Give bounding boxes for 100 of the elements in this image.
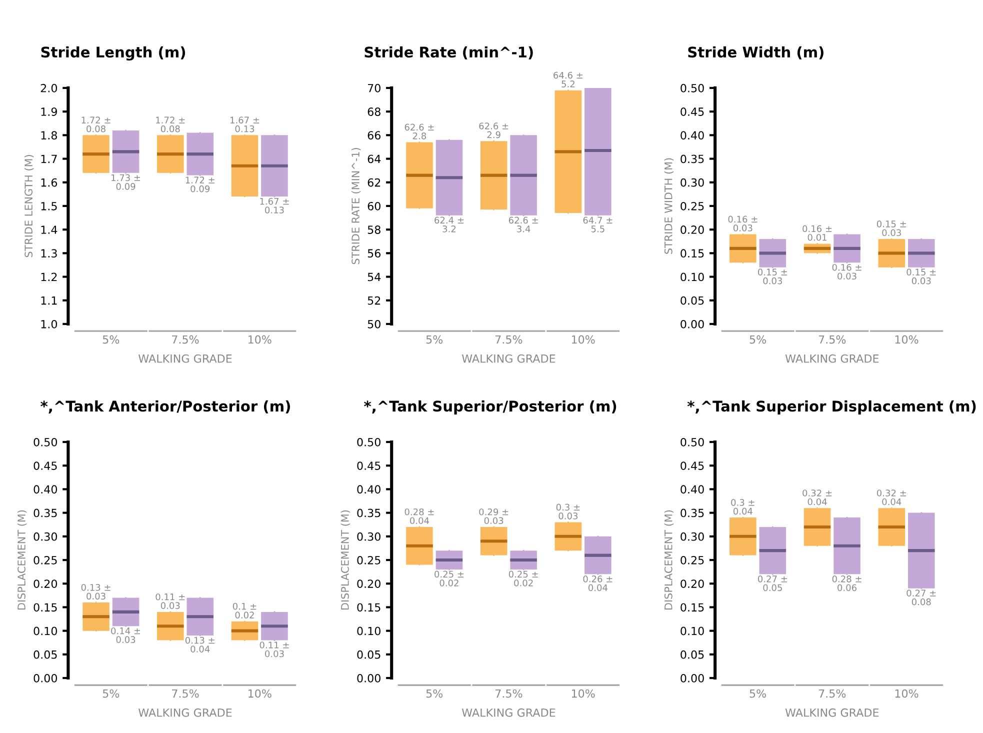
y-tick-label: 56 [368, 249, 380, 258]
text: 0.15 ± 0.03 [758, 268, 787, 284]
text: 0.25 ± 0.02 [434, 570, 464, 586]
y-axis-title: STRIDE WIDTH (M) [664, 158, 674, 254]
y-tick-label: 0.05 [34, 650, 57, 659]
y-tick-label: 0.05 [680, 296, 704, 305]
text: 62.6 ± 2.9 [479, 122, 508, 138]
text: 1.72 ± 0.08 [82, 116, 110, 132]
y-axis-title: DISPLACEMENT (M) [17, 510, 27, 610]
x-tick-label: 7.5% [172, 689, 199, 698]
y-tick-label: 0.35 [34, 508, 57, 518]
text: 0.13 ± 0.04 [185, 636, 214, 652]
y-tick-label: 0.35 [680, 154, 704, 164]
x-tick-label: 7.5% [496, 689, 522, 698]
text: 0.28 ± 0.06 [832, 576, 862, 592]
text: 0.14 ± 0.03 [111, 627, 140, 644]
text: 1.72 ± 0.09 [186, 176, 214, 192]
y-tick-label: 0.25 [357, 556, 380, 564]
x-tick-label: 5% [102, 689, 120, 698]
y-tick-label: 0.30 [680, 532, 704, 541]
y-tick-label: 64 [368, 154, 381, 164]
y-tick-label: 0.20 [680, 226, 704, 234]
x-axis-title: WALKING GRADE [462, 708, 556, 717]
x-tick-label: 7.5% [818, 689, 846, 698]
text: 62.4 ± 3.2 [434, 216, 464, 232]
y-tick-label: 0.10 [357, 626, 380, 636]
text: 0.15 ± 0.03 [906, 268, 936, 284]
y-tick-label: 0.20 [680, 580, 704, 588]
y-tick-label: 0.15 [357, 603, 380, 612]
y-tick-label: 0.25 [680, 556, 704, 564]
y-tick-label: 0.10 [680, 272, 704, 282]
x-axis-title: WALKING GRADE [138, 354, 232, 363]
chart-title: Stride Width (m) [688, 46, 824, 60]
text: 62.6 ± 2.8 [404, 124, 434, 140]
text: 0.1 ± 0.02 [232, 602, 256, 618]
text: 0.16 ± 0.01 [802, 225, 832, 241]
y-tick-label: 2.0 [40, 84, 58, 92]
y-tick-label: 0.10 [34, 626, 58, 636]
y-tick-label: 0.35 [357, 508, 380, 518]
y-tick-label: 58 [368, 226, 380, 234]
x-tick-label: 7.5% [496, 335, 522, 344]
y-tick-label: 0.40 [34, 485, 58, 494]
y-tick-label: 1.9 [41, 108, 57, 116]
text: 0.32 ± 0.04 [876, 490, 906, 506]
x-axis-title: WALKING GRADE [138, 708, 232, 717]
text: 0.15 ± 0.03 [876, 220, 906, 236]
x-tick-label: 10% [248, 689, 272, 698]
text: 1.67 ± 0.13 [260, 198, 289, 214]
y-tick-label: 0.00 [357, 674, 380, 682]
y-tick-label: 0.50 [680, 438, 704, 446]
x-axis-title: WALKING GRADE [785, 708, 879, 717]
x-tick-label: 5% [102, 335, 120, 344]
text: 0.27 ± 0.08 [906, 590, 936, 606]
x-tick-label: 7.5% [172, 335, 199, 344]
text: 0.3 ± 0.04 [731, 499, 754, 515]
x-tick-label: 5% [750, 335, 766, 344]
chart-title: *,^Tank Superior Displacement (m) [687, 400, 976, 414]
x-tick-label: 7.5% [818, 335, 846, 344]
y-tick-label: 0.05 [680, 650, 704, 659]
x-tick-label: 10% [248, 335, 272, 344]
y-tick-label: 1.1 [41, 296, 57, 305]
text: 1.72 ± 0.08 [156, 116, 185, 132]
chart-title: *,^Tank Superior/Posterior (m) [364, 400, 616, 414]
y-tick-label: 0.20 [34, 580, 58, 588]
text: 0.16 ± 0.03 [832, 264, 862, 280]
x-tick-label: 10% [572, 335, 595, 344]
y-axis-title: STRIDE RATE (MIN^-1) [351, 148, 361, 264]
y-tick-label: 0.40 [680, 485, 704, 494]
y-tick-label: 0.50 [357, 438, 380, 446]
y-tick-label: 0.45 [357, 462, 380, 470]
x-tick-label: 5% [426, 335, 443, 344]
y-tick-label: 0.05 [357, 650, 380, 659]
text: 0.32 ± 0.04 [802, 490, 832, 506]
y-tick-label: 0.50 [34, 438, 58, 446]
y-tick-label: 0.20 [357, 580, 380, 588]
x-axis-title: WALKING GRADE [462, 354, 556, 363]
y-tick-label: 0.00 [680, 674, 704, 682]
text: 0.11 ± 0.03 [156, 593, 185, 610]
x-tick-label: 10% [895, 335, 918, 344]
y-tick-label: 0.45 [680, 108, 704, 116]
text: 0.25 ± 0.02 [508, 570, 538, 586]
y-tick-label: 70 [368, 84, 380, 92]
y-tick-label: 1.5 [41, 202, 57, 210]
text: 0.26 ± 0.04 [583, 576, 612, 592]
y-tick-label: 1.3 [41, 249, 57, 258]
y-tick-label: 50 [368, 320, 380, 328]
y-tick-label: 1.0 [41, 320, 58, 328]
text: 64.6 ± 5.2 [554, 72, 582, 88]
y-tick-label: 62 [368, 178, 380, 187]
y-tick-label: 60 [368, 202, 380, 210]
text: 0.29 ± 0.03 [479, 508, 508, 524]
y-tick-label: 0.30 [34, 532, 58, 541]
y-tick-label: 0.25 [680, 202, 704, 210]
y-tick-label: 0.50 [680, 84, 704, 92]
y-tick-label: 66 [368, 131, 380, 140]
y-tick-label: 1.7 [41, 154, 57, 163]
y-tick-label: 54 [368, 272, 381, 282]
text: 0.16 ± 0.03 [728, 216, 758, 232]
y-tick-label: 1.2 [41, 272, 57, 281]
y-tick-label: 0.10 [680, 626, 704, 636]
